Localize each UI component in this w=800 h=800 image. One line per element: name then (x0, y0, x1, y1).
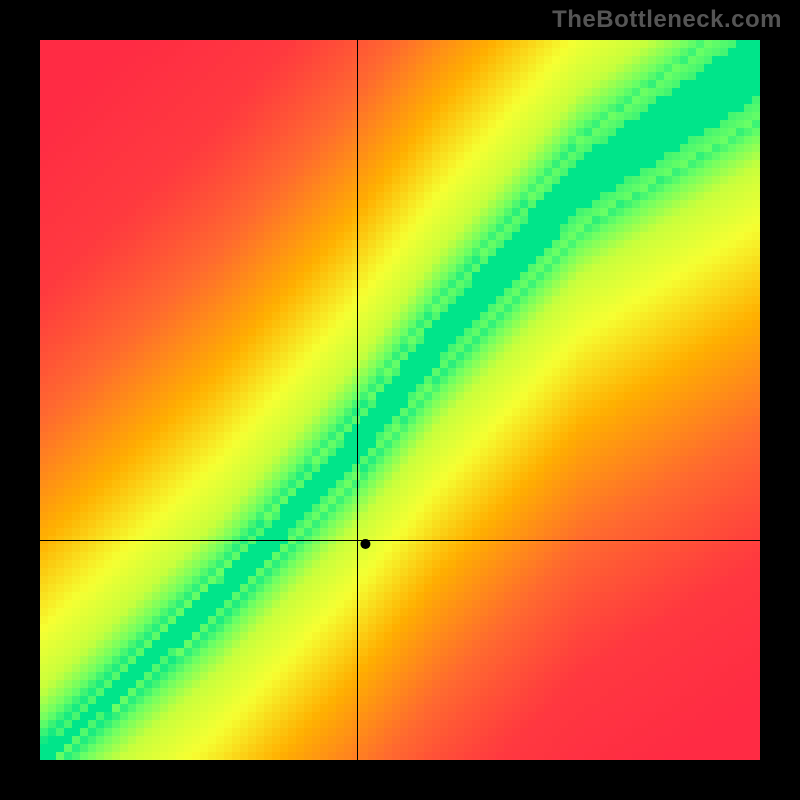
watermark-text: TheBottleneck.com (552, 6, 782, 34)
crosshair-vertical-line (357, 40, 358, 760)
bottleneck-heatmap-canvas (0, 0, 800, 800)
root-container: TheBottleneck.com (0, 0, 800, 800)
crosshair-horizontal-line (40, 540, 760, 541)
